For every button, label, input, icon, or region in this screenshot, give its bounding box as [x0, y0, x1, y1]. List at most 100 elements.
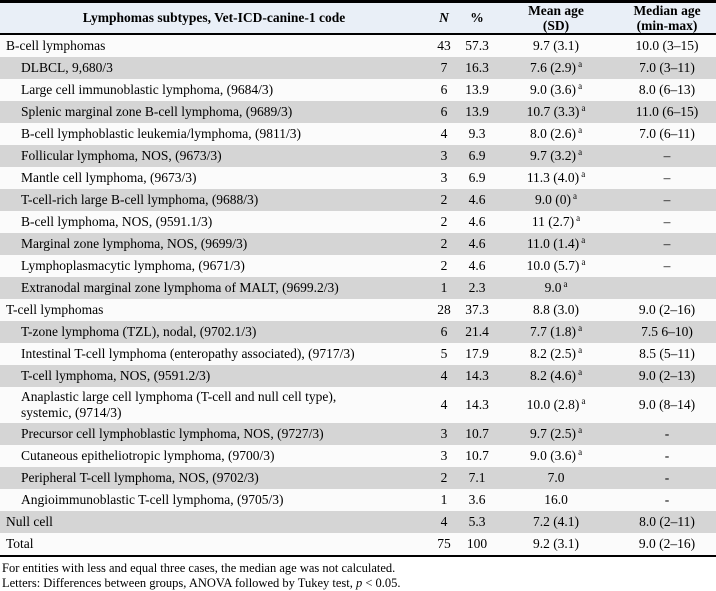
cell-subtype-label: DLBCL, 9,680/3	[21, 60, 113, 75]
table-row: B-cell lymphoma, NOS, (9591.1/3) 2 4.6 11 (…	[0, 211, 716, 233]
col-header-mean-age-line2: (SD)	[542, 18, 570, 33]
cell-subtype-label: B-cell lymphomas	[6, 38, 106, 53]
cell-percent: 14.3	[465, 368, 489, 383]
cell-subtype-label: T-cell-rich large B-cell lymphoma, (9688…	[21, 192, 259, 207]
cell-percent: 10.7	[465, 448, 489, 463]
tukey-group-letter: a	[581, 234, 586, 245]
cell-subtype-label: B-cell lymphoblastic leukemia/lymphoma, …	[21, 126, 301, 141]
cell-n: 28	[437, 302, 451, 317]
tukey-group-letter: a	[573, 190, 577, 201]
table-row: Anaplastic large cell lymphoma (T-cell a…	[0, 387, 716, 423]
cell-n: 75	[437, 536, 451, 551]
tukey-group-letter: a	[581, 102, 586, 113]
cell-n: 5	[440, 346, 448, 361]
cell-mean-age: 7.2 (4.1)	[532, 514, 580, 529]
tukey-group-letter: a	[563, 278, 568, 289]
cell-subtype-label-line2: systemic, (9714/3)	[21, 405, 122, 420]
table-row: T-cell lymphoma, NOS, (9591.2/3) 4 14.3 8.2…	[0, 365, 716, 387]
cell-mean-age: 9.0 (3.6) a	[529, 80, 583, 97]
col-header-percent: %	[470, 10, 484, 25]
cell-subtype-label: Splenic marginal zone B-cell lymphoma, (…	[21, 104, 293, 119]
tukey-group-letter: a	[581, 395, 586, 406]
cell-median-age: –	[663, 258, 671, 273]
table-body: B-cell lymphomas 43 57.3 9.7 (3.1) 10.0 (3–1…	[0, 35, 716, 555]
table-row: Splenic marginal zone B-cell lymphoma, (…	[0, 101, 716, 123]
cell-n: 2	[440, 470, 448, 485]
cell-mean-age: 11 (2.7) a	[531, 212, 581, 229]
cell-subtype-label: Anaplastic large cell lymphoma (T-cell a…	[0, 387, 428, 423]
cell-n: 4	[440, 397, 448, 412]
tukey-group-letter: a	[578, 424, 583, 435]
cell-percent: 13.9	[465, 82, 489, 97]
tukey-group-letter: a	[578, 124, 583, 135]
lymphoma-subtypes-table: Lymphomas subtypes, Vet-ICD-canine-1 cod…	[0, 0, 716, 557]
table-row: T-zone lymphoma (TZL), nodal, (9702.1/3)…	[0, 321, 716, 343]
cell-percent: 37.3	[465, 302, 489, 317]
cell-median-age: 7.0 (6–11)	[639, 126, 695, 141]
p-value-symbol: p	[356, 576, 363, 590]
cell-median-age: 8.0 (2–11)	[639, 514, 695, 529]
cell-percent: 4.6	[468, 258, 486, 273]
cell-subtype-label: Lymphoplasmacytic lymphoma, (9671/3)	[21, 258, 245, 273]
cell-percent: 14.3	[465, 397, 489, 412]
cell-n: 2	[440, 192, 448, 207]
cell-median-age: 10.0 (3–15)	[635, 38, 699, 53]
cell-n: 6	[440, 82, 448, 97]
table-row: Extranodal marginal zone lymphoma of MAL…	[0, 277, 716, 299]
cell-mean-age: 7.6 (2.9) a	[529, 58, 583, 75]
cell-percent: 3.6	[468, 492, 486, 507]
cell-subtype-label: Large cell immunoblastic lymphoma, (9684…	[21, 82, 274, 97]
table-row: Mantle cell lymphoma, (9673/3) 3 6.9 11.3 (…	[0, 167, 716, 189]
cell-mean-age: 7.0	[547, 470, 565, 485]
cell-median-age: –	[663, 170, 671, 185]
table-footnotes: For entities with less and equal three c…	[0, 557, 716, 591]
cell-median-age: -	[664, 448, 670, 463]
tukey-group-letter: a	[576, 212, 581, 223]
cell-mean-age: 9.7 (3.1)	[532, 38, 580, 53]
col-header-median-age-line2: (min-max)	[636, 18, 698, 33]
cell-mean-age: 11.0 (1.4) a	[526, 234, 586, 251]
cell-subtype-label: Cutaneous epitheliotropic lymphoma, (970…	[21, 448, 275, 463]
table-row: Peripheral T-cell lymphoma, NOS, (9702/3…	[0, 467, 716, 489]
cell-n: 6	[440, 104, 448, 119]
col-header-mean-age: Mean age (SD)	[494, 3, 618, 33]
cell-subtype-label: B-cell lymphoma, NOS, (9591.1/3)	[21, 214, 213, 229]
cell-median-age: 7.0 (3–11)	[639, 60, 695, 75]
col-header-subtypes: Lymphomas subtypes, Vet-ICD-canine-1 cod…	[82, 10, 346, 25]
cell-median-age: 9.0 (2–16)	[638, 302, 696, 317]
cell-median-age: –	[663, 214, 671, 229]
cell-percent: 2.3	[468, 280, 486, 295]
cell-mean-age: 10.7 (3.3) a	[526, 102, 586, 119]
tukey-group-letter: a	[578, 344, 583, 355]
tukey-group-letter: a	[578, 58, 583, 69]
cell-subtype-label: Intestinal T-cell lymphoma (enteropathy …	[21, 346, 355, 361]
table-row: T-cell lymphomas 28 37.3 8.8 (3.0) 9.0 (2–16…	[0, 299, 716, 321]
cell-mean-age: 9.2 (3.1)	[532, 536, 580, 551]
footnote-median-age: For entities with less and equal three c…	[2, 561, 396, 575]
cell-percent: 16.3	[465, 60, 489, 75]
cell-mean-age: 8.2 (2.5) a	[529, 344, 583, 361]
cell-mean-age: 7.7 (1.8) a	[529, 322, 583, 339]
table-row: Lymphoplasmacytic lymphoma, (9671/3) 2 4.6…	[0, 255, 716, 277]
cell-median-age: 9.0 (2–13)	[638, 368, 696, 383]
tukey-group-letter: a	[581, 168, 586, 179]
footnote-statistics: Letters: Differences between groups, ANO…	[2, 576, 401, 590]
tukey-group-letter: a	[578, 80, 583, 91]
cell-percent: 4.6	[468, 236, 486, 251]
cell-median-age: –	[663, 236, 671, 251]
cell-subtype-label: T-cell lymphomas	[6, 302, 104, 317]
table-row: DLBCL, 9,680/3 7 16.3 7.6 (2.9) a 7.0 (3–11)	[0, 57, 716, 79]
cell-subtype-label: Mantle cell lymphoma, (9673/3)	[21, 170, 197, 185]
cell-median-age: 9.0 (8–14)	[638, 397, 696, 412]
cell-mean-age: 9.7 (3.2) a	[529, 146, 583, 163]
col-header-median-age-line1: Median age	[633, 3, 701, 18]
cell-n: 1	[440, 492, 448, 507]
table-row: Cutaneous epitheliotropic lymphoma, (970…	[0, 445, 716, 467]
cell-n: 6	[440, 324, 448, 339]
cell-mean-age: 9.0 (0) a	[535, 190, 577, 207]
tukey-group-letter: a	[578, 366, 583, 377]
cell-median-age: 7.5 6–10)	[641, 324, 693, 339]
cell-mean-age: 9.7 (2.5) a	[529, 424, 583, 441]
cell-n: 43	[437, 38, 451, 53]
cell-percent: 17.9	[465, 346, 489, 361]
